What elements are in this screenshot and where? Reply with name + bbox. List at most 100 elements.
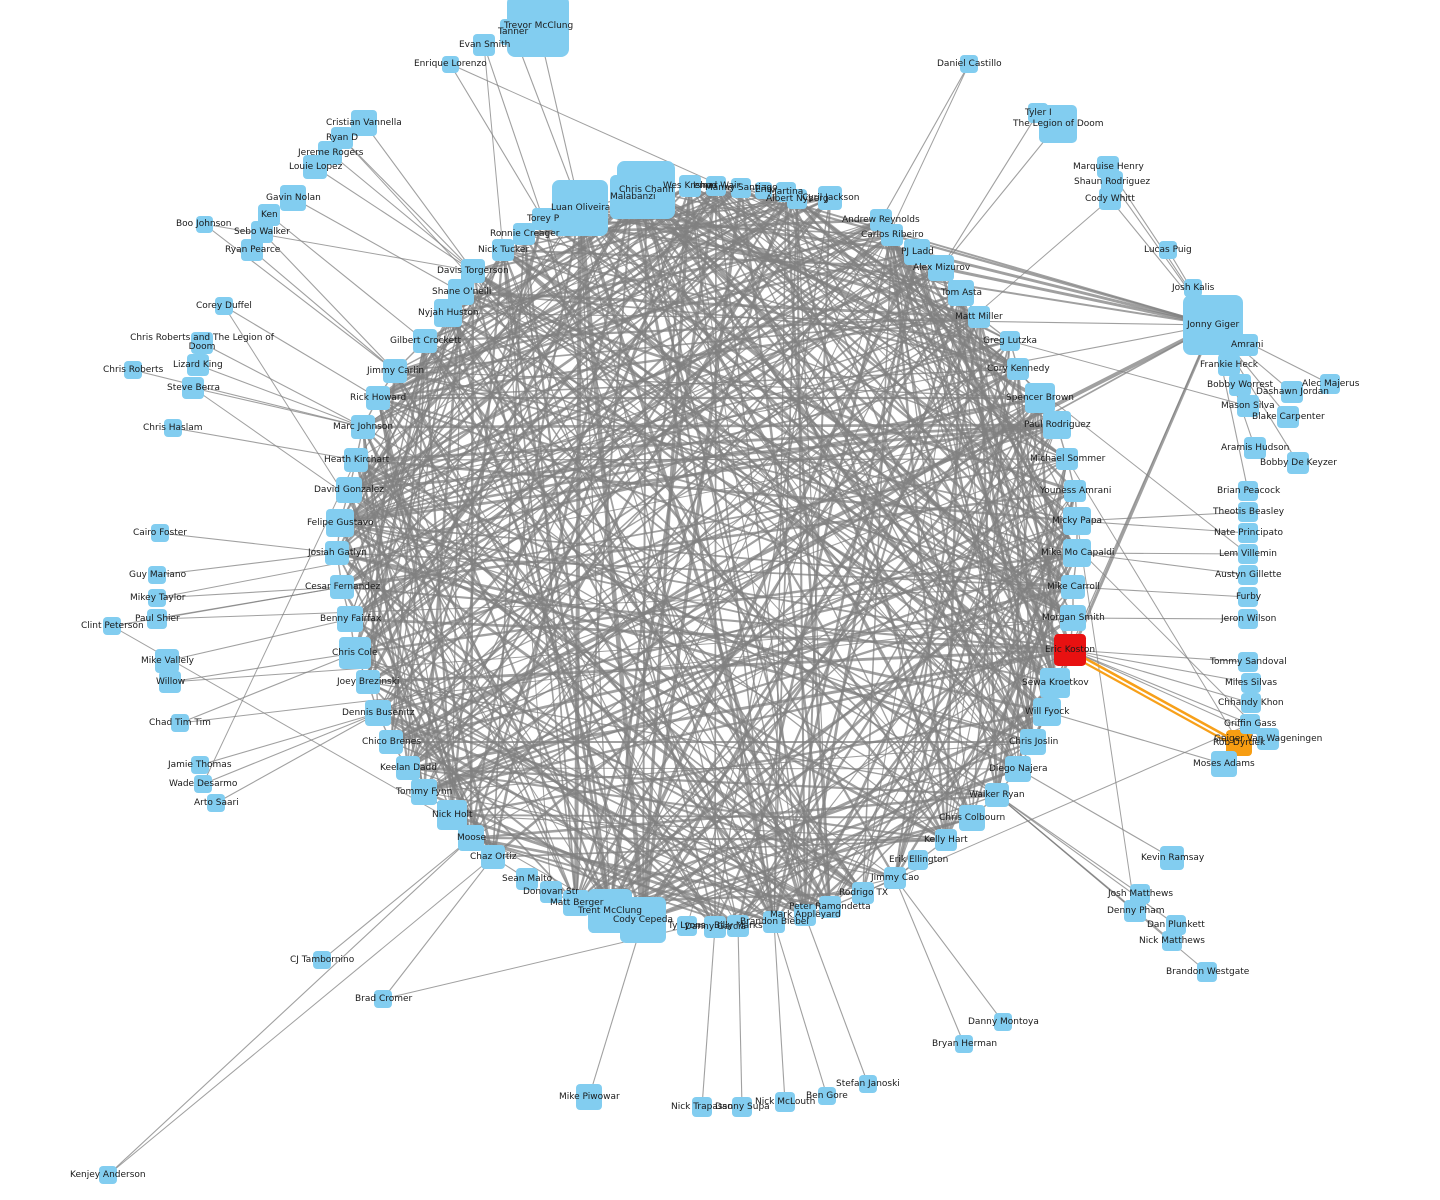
graph-node-youness-amrani[interactable] xyxy=(1064,480,1086,502)
graph-node-mike-piwowar[interactable] xyxy=(576,1084,602,1110)
graph-node-erik-ellington[interactable] xyxy=(908,850,928,870)
graph-node-heath-kirchart[interactable] xyxy=(344,448,368,472)
graph-node-frankie-heck[interactable] xyxy=(1218,354,1240,376)
graph-node-chris-haslam[interactable] xyxy=(164,419,182,437)
graph-node-peter-ramondetta[interactable] xyxy=(819,896,841,918)
graph-node-jamie-thomas[interactable] xyxy=(191,756,209,774)
graph-node-nick-mclouth[interactable] xyxy=(775,1092,795,1112)
graph-node-manny-santiago[interactable] xyxy=(731,178,751,198)
graph-node-chris-roberts-and-the-legion-of-doom[interactable] xyxy=(191,332,213,354)
graph-node-matt-miller[interactable] xyxy=(968,306,990,328)
graph-node-keelan-dadd[interactable] xyxy=(396,756,420,780)
graph-node-shaun-rodriguez[interactable] xyxy=(1101,171,1123,193)
graph-node-bryan-herman[interactable] xyxy=(955,1035,973,1053)
graph-node-rodrigo-tx[interactable] xyxy=(852,882,874,904)
graph-node-torey-p[interactable] xyxy=(532,208,554,230)
graph-node-gilbert-crockett[interactable] xyxy=(413,329,437,353)
graph-node-malabanzi[interactable] xyxy=(610,175,654,219)
graph-node-theotis-beasley[interactable] xyxy=(1238,502,1258,522)
graph-node-cyril-jackson[interactable] xyxy=(818,186,842,210)
graph-node-the-legion-of-doom[interactable] xyxy=(1039,105,1077,143)
graph-node-paul-rodriguez[interactable] xyxy=(1043,411,1071,439)
graph-node-greg-lutzka[interactable] xyxy=(1000,331,1020,351)
graph-node-diego-najera[interactable] xyxy=(1005,756,1031,782)
graph-node-ryan-pearce[interactable] xyxy=(241,239,263,261)
graph-node-chico-brenes[interactable] xyxy=(379,730,403,754)
graph-node-bobby-worrest[interactable] xyxy=(1229,374,1251,396)
graph-node-eric[interactable] xyxy=(754,181,772,199)
graph-node-dashawn-jordan[interactable] xyxy=(1281,381,1303,403)
graph-node-boo-johnson[interactable] xyxy=(195,215,213,233)
graph-node-tom-asta[interactable] xyxy=(948,280,974,306)
graph-node-spencer-brown[interactable] xyxy=(1025,383,1055,413)
graph-node-lizard-king[interactable] xyxy=(187,354,209,376)
graph-node-micky-papa[interactable] xyxy=(1063,507,1091,535)
graph-node-morgan-smith[interactable] xyxy=(1060,605,1086,631)
graph-node-louie-lopez[interactable] xyxy=(303,155,327,179)
graph-node-danny-supa[interactable] xyxy=(732,1097,752,1117)
graph-node-chris-cole[interactable] xyxy=(339,637,371,669)
graph-node-wes-kremer[interactable] xyxy=(679,175,701,197)
graph-node-cj-tambornino[interactable] xyxy=(313,951,331,969)
graph-node-kenjey-anderson[interactable] xyxy=(99,1166,117,1184)
graph-node-bobby-de-keyzer[interactable] xyxy=(1287,452,1309,474)
graph-node-chris-colbourn[interactable] xyxy=(959,805,985,831)
graph-node-danny-montoya[interactable] xyxy=(994,1013,1012,1031)
graph-node-carlos-ribeiro[interactable] xyxy=(881,224,903,246)
graph-node-ken[interactable] xyxy=(258,204,280,226)
graph-node-cory-kennedy[interactable] xyxy=(1007,358,1029,380)
graph-node-denny-pham[interactable] xyxy=(1124,900,1146,922)
graph-node-griffin-gass[interactable] xyxy=(1240,714,1260,734)
graph-node-corey-duffel[interactable] xyxy=(215,297,233,315)
graph-node-enrique-lorenzo[interactable] xyxy=(441,55,459,73)
graph-node-joey-brezinski[interactable] xyxy=(356,670,380,694)
graph-node-furby[interactable] xyxy=(1238,587,1258,607)
graph-node-brian-peacock[interactable] xyxy=(1238,481,1258,501)
graph-node-chhandy-khon[interactable] xyxy=(1241,693,1261,713)
graph-node-mike-mo-capaldi[interactable] xyxy=(1063,539,1091,567)
graph-node-geiger-van-wageningen[interactable] xyxy=(1257,728,1279,750)
graph-node-blake-carpenter[interactable] xyxy=(1277,406,1299,428)
graph-node-tommy-sandoval[interactable] xyxy=(1238,652,1258,672)
graph-node-sean-malto[interactable] xyxy=(516,868,538,890)
graph-node-ben-gore[interactable] xyxy=(818,1087,836,1105)
graph-node-cristian-vannella[interactable] xyxy=(351,110,377,136)
graph-node-steve-berra[interactable] xyxy=(182,377,204,399)
graph-node-kelly-hart[interactable] xyxy=(935,829,957,851)
graph-node-dan-plunkett[interactable] xyxy=(1166,915,1186,935)
graph-node-daniel-castillo[interactable] xyxy=(960,55,978,73)
graph-node-brandon-biebel[interactable] xyxy=(763,911,785,933)
graph-node-paul-shier[interactable] xyxy=(147,609,167,629)
graph-node-willow[interactable] xyxy=(159,671,181,693)
graph-node-luan-oliveira[interactable] xyxy=(552,180,608,236)
graph-node-guy-mariano[interactable] xyxy=(148,566,166,584)
graph-node-danny-garcia[interactable] xyxy=(704,916,726,938)
graph-node-chad-tim-tim[interactable] xyxy=(171,714,189,732)
graph-node-marc-johnson[interactable] xyxy=(351,415,375,439)
graph-node-donovan-str[interactable] xyxy=(540,881,562,903)
graph-node-josh-matthews[interactable] xyxy=(1130,884,1150,904)
graph-node-miles-silvas[interactable] xyxy=(1241,673,1261,693)
graph-node-jimmy-cao[interactable] xyxy=(884,867,906,889)
graph-node-lem-villemin[interactable] xyxy=(1238,544,1258,564)
graph-node-mikey-taylor[interactable] xyxy=(148,589,166,607)
graph-node-dennis-busenitz[interactable] xyxy=(365,700,391,726)
graph-node-lucas-puig[interactable] xyxy=(1159,241,1177,259)
graph-node-albert-nyberg[interactable] xyxy=(787,189,807,209)
graph-node-austyn-gillette[interactable] xyxy=(1238,565,1258,585)
graph-node-moses-adams[interactable] xyxy=(1211,751,1237,777)
graph-node-rick-howard[interactable] xyxy=(366,386,390,410)
graph-node-pj-ladd[interactable] xyxy=(904,239,930,265)
graph-node-nick-tucker[interactable] xyxy=(492,239,514,261)
graph-node-alec-majerus[interactable] xyxy=(1320,374,1340,394)
graph-node-cody-whitt[interactable] xyxy=(1099,188,1121,210)
graph-node-nick-holt[interactable] xyxy=(437,800,467,830)
graph-node-evan-smith[interactable] xyxy=(473,34,495,56)
graph-node-nyjah-huston[interactable] xyxy=(434,299,462,327)
graph-node-sebo-walker[interactable] xyxy=(251,221,273,243)
graph-node-ty-lyons[interactable] xyxy=(677,916,697,936)
graph-node-brandon-westgate[interactable] xyxy=(1197,962,1217,982)
graph-node-nick-matthews[interactable] xyxy=(1162,931,1182,951)
graph-node-wade-desarmo[interactable] xyxy=(194,775,212,793)
graph-node-felipe-gustavo[interactable] xyxy=(326,509,354,537)
